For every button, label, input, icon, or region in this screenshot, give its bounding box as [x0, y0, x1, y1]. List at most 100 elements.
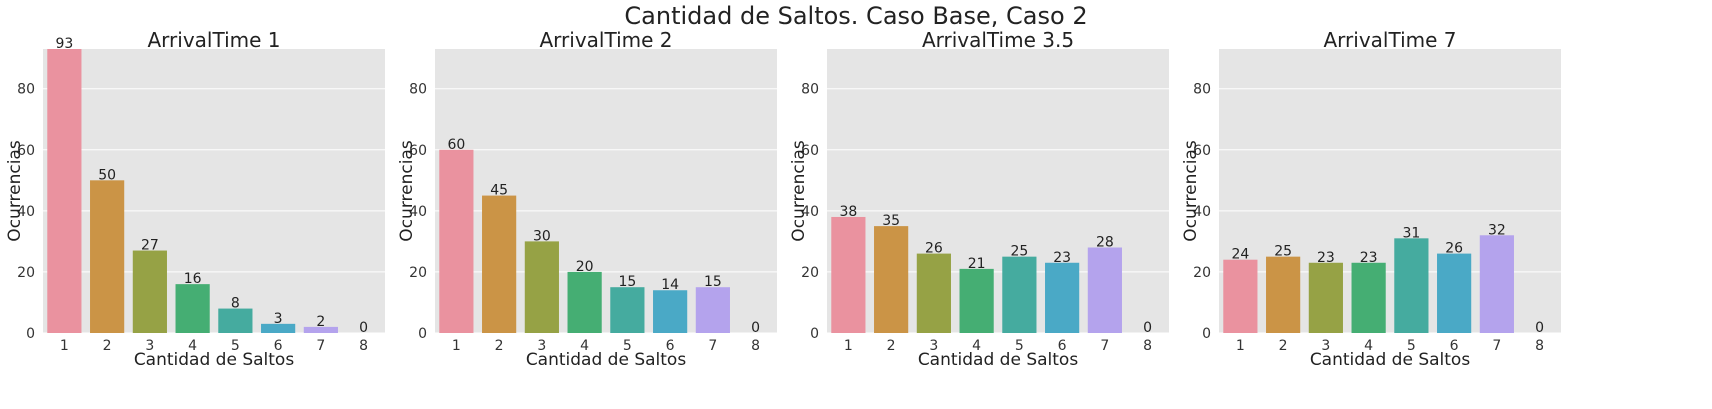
- x-tick-label: 6: [1450, 338, 1459, 354]
- bar: [695, 287, 730, 333]
- chart-title: ArrivalTime 1: [147, 28, 280, 52]
- data-label: 21: [968, 256, 986, 272]
- bar: [831, 216, 866, 333]
- y-tick-label: 20: [409, 265, 427, 281]
- data-label: 2: [316, 314, 325, 330]
- x-tick-label: 4: [1364, 338, 1373, 354]
- data-label: 24: [1231, 247, 1249, 263]
- bar: [567, 271, 602, 333]
- x-tick-label: 1: [1236, 338, 1245, 354]
- x-axis-label: Cantidad de Saltos: [918, 350, 1079, 370]
- data-label: 25: [1010, 244, 1028, 260]
- data-label: 0: [751, 320, 760, 336]
- figure-title: Cantidad de Saltos. Caso Base, Caso 2: [624, 2, 1088, 30]
- data-label: 26: [925, 241, 943, 257]
- bar: [1002, 256, 1037, 333]
- x-tick-label: 2: [495, 338, 504, 354]
- data-label: 0: [1143, 320, 1152, 336]
- bar: [1087, 247, 1122, 333]
- x-tick-label: 7: [708, 338, 717, 354]
- x-tick-label: 5: [231, 338, 240, 354]
- x-tick-label: 3: [929, 338, 938, 354]
- chart-panel-3: 0 20 40 60 80 38 1 35 2 26 3 21 4 25 5 23 6 28 7 0 8 ArrivalT…: [789, 28, 1169, 370]
- bar: [1437, 253, 1472, 333]
- x-tick-label: 7: [316, 338, 325, 354]
- x-tick-label: 4: [972, 338, 981, 354]
- x-tick-label: 6: [1058, 338, 1067, 354]
- chart-panel-4: 0 20 40 60 80 24 1 25 2 23 3 23 4 31 5 26 6 32 7 0 8 ArrivalT…: [1181, 28, 1561, 370]
- chart-title: ArrivalTime 2: [539, 28, 672, 52]
- data-label: 45: [490, 183, 508, 199]
- data-label: 60: [447, 137, 465, 153]
- data-label: 35: [882, 213, 900, 229]
- data-label: 31: [1402, 225, 1420, 241]
- y-tick-label: 60: [1193, 143, 1211, 159]
- y-tick-label: 20: [1193, 265, 1211, 281]
- y-tick-label: 20: [17, 265, 35, 281]
- bar: [1045, 262, 1080, 333]
- y-tick-label: 60: [409, 143, 427, 159]
- y-tick-label: 80: [801, 82, 819, 98]
- x-tick-label: 3: [1321, 338, 1330, 354]
- bar: [1479, 235, 1514, 333]
- data-label: 23: [1053, 250, 1071, 266]
- bar: [916, 253, 951, 333]
- x-tick-label: 2: [1279, 338, 1288, 354]
- data-label: 25: [1274, 244, 1292, 260]
- y-tick-label: 0: [26, 326, 35, 342]
- bar: [261, 323, 296, 333]
- bar: [482, 195, 517, 333]
- y-tick-label: 60: [17, 143, 35, 159]
- y-tick-label: 40: [1193, 204, 1211, 220]
- x-tick-label: 1: [844, 338, 853, 354]
- y-axis-label: Ocurrencias: [789, 140, 809, 242]
- bar: [1394, 238, 1429, 333]
- data-label: 93: [55, 36, 73, 52]
- data-label: 38: [839, 204, 857, 220]
- data-label: 26: [1445, 241, 1463, 257]
- data-label: 0: [359, 320, 368, 336]
- y-axis-label: Ocurrencias: [5, 140, 25, 242]
- x-tick-label: 4: [580, 338, 589, 354]
- x-axis-label: Cantidad de Saltos: [1310, 350, 1471, 370]
- bar: [439, 149, 474, 333]
- data-label: 23: [1360, 250, 1378, 266]
- bar: [175, 284, 210, 333]
- y-tick-label: 60: [801, 143, 819, 159]
- y-tick-label: 20: [801, 265, 819, 281]
- x-tick-label: 6: [666, 338, 675, 354]
- x-axis-label: Cantidad de Saltos: [134, 350, 295, 370]
- bar: [218, 308, 253, 333]
- chart-title: ArrivalTime 7: [1323, 28, 1456, 52]
- bar: [47, 49, 82, 333]
- bar: [1223, 259, 1258, 333]
- bar: [874, 226, 909, 333]
- x-axis-label: Cantidad de Saltos: [526, 350, 687, 370]
- data-label: 20: [576, 259, 594, 275]
- x-tick-label: 7: [1492, 338, 1501, 354]
- bar: [959, 268, 994, 333]
- x-tick-label: 5: [1015, 338, 1024, 354]
- data-label: 8: [231, 296, 240, 312]
- y-tick-label: 40: [17, 204, 35, 220]
- bar: [303, 326, 338, 333]
- data-label: 32: [1488, 222, 1506, 238]
- x-tick-label: 3: [145, 338, 154, 354]
- x-tick-label: 3: [537, 338, 546, 354]
- x-tick-label: 8: [751, 338, 760, 354]
- bar: [653, 290, 688, 333]
- data-label: 30: [533, 228, 551, 244]
- chart-panel-2: 0 20 40 60 80 60 1 45 2 30 3 20 4 15 5 14 6 15 7 0 8 ArrivalT…: [397, 28, 777, 370]
- x-tick-label: 2: [887, 338, 896, 354]
- chart-panel-1: 02040608093150227316485362708ArrivalTime…: [5, 28, 385, 370]
- bar: [1308, 262, 1343, 333]
- y-tick-label: 40: [409, 204, 427, 220]
- y-axis-label: Ocurrencias: [1181, 140, 1201, 242]
- data-label: 23: [1317, 250, 1335, 266]
- bar: [610, 287, 645, 333]
- y-tick-label: 0: [1202, 326, 1211, 342]
- y-tick-label: 0: [810, 326, 819, 342]
- y-axis-label: Ocurrencias: [397, 140, 417, 242]
- data-label: 14: [661, 277, 679, 293]
